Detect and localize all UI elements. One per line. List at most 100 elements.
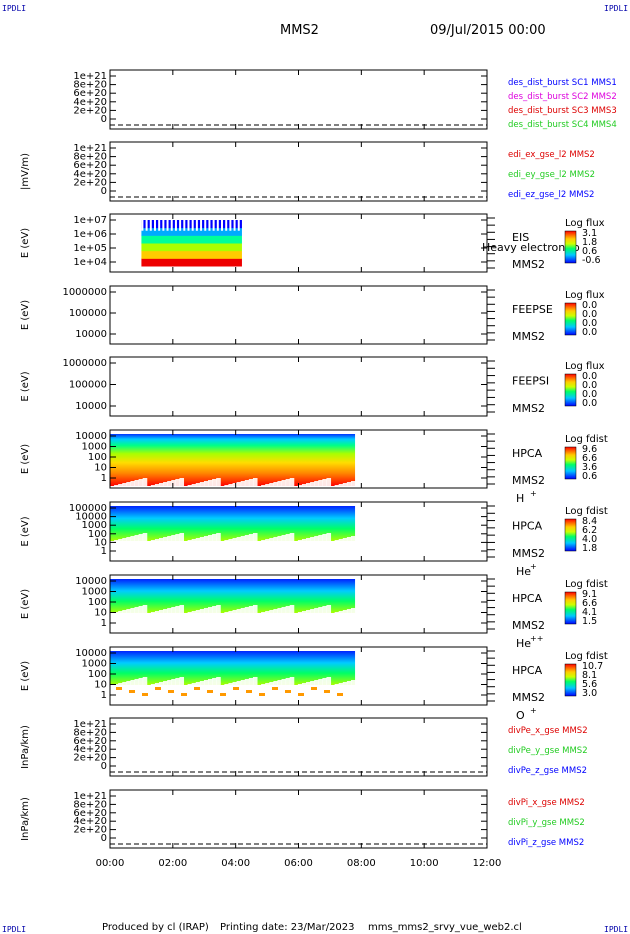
heatmap-gap [289,677,295,688]
heatmap-speck [168,690,174,693]
heatmap-gap [236,537,242,544]
ytick-label: 4e+20 [73,816,107,827]
heatmap-gap [252,605,258,616]
ytick-label: 100000 [69,503,107,514]
heatmap-gap [318,607,323,616]
mission-title: MMS2 [280,23,319,38]
heatmap-gap [114,485,119,489]
ytick-label: 4e+20 [73,97,107,108]
instrument-label: HPCA [512,592,543,605]
ytick-label: 1e+04 [73,257,107,268]
heatmap-gap [171,535,176,544]
ytick-label: 2e+20 [73,105,107,116]
heatmap-gap [163,681,168,688]
heatmap-gap [237,220,240,231]
heatmap-gap [159,610,164,616]
ytick-label: 1e+21 [73,71,107,82]
ylabel: E (eV) [20,589,31,619]
heatmap-gap [146,685,152,688]
instrument-label: EIS [512,231,529,244]
ytick-label: 100 [88,529,107,540]
heatmap-gap [145,220,148,231]
panel-frame [109,356,488,417]
heatmap-gap [261,684,266,688]
colorbar-tick: 1.8 [582,237,597,248]
ytick-label: 0 [101,186,107,197]
heatmap-gap [138,606,144,616]
heatmap-gap [212,479,217,489]
heatmap-gap [285,606,291,616]
heatmap-gap [281,679,287,688]
heatmap-band [141,227,242,236]
ytick-label: 1000 [82,520,107,531]
heatmap-gap [244,607,250,616]
sc-label: MMS2 [512,330,545,343]
heatmap-gap [199,482,205,489]
heatmap-speck [272,687,278,690]
heatmap-gap [203,536,209,544]
heatmap-gap [265,683,270,688]
heatmap-speck [246,690,252,693]
heatmap-band [141,235,242,244]
time-axis: 00:00 02:00 04:00 06:00 08:00 10:00 12:00 [96,858,502,869]
heatmap-gap [310,537,315,544]
heatmap-gap [159,538,164,544]
heatmap-gap [138,534,144,544]
heatmap-gap [199,681,205,688]
ytick-label: 1000000 [62,287,107,298]
colorbar [564,230,577,264]
instrument-label: HPCA [512,664,543,677]
heatmap-gap [162,220,165,231]
heatmap-gap [195,610,201,616]
heatmap-gap [134,480,140,489]
heatmap-gap [306,682,311,688]
heatmap-gap [306,483,311,489]
colorbar-tick: 0.0 [582,300,597,311]
heatmap-gap [252,478,258,489]
footer-file: mms_mms2_srvy_vue_web2.cl [368,922,522,933]
heatmap-gap [322,479,327,489]
ytick-label: 6e+20 [73,88,107,99]
colorbar-tick: 1.5 [582,616,597,627]
heatmap-gap [322,678,327,688]
heatmap-gap [257,685,262,688]
heatmap-gap [338,539,344,544]
heatmap-gap [269,682,274,688]
heatmap-gap [285,479,291,489]
ytick-label: 10 [94,463,107,474]
species-label: Heavy electron to [482,241,580,254]
heatmap-gap [159,483,164,489]
heatmap-gap [142,478,148,489]
heatmap-gap [338,484,344,489]
heatmap-gap [314,536,319,544]
heatmap-gap [150,684,156,688]
heatmap-gap [277,481,283,489]
heatmap-gap [252,533,258,544]
heatmap-gap [350,608,356,616]
legend-entry: divPi_x_gse MMS2 [508,798,585,808]
heatmap-gap [342,682,348,688]
heatmap-gap [179,478,185,489]
heatmap-gap [289,478,295,489]
heatmap-gap [212,678,217,688]
heatmap-gap [314,481,319,489]
ytick-label: 6e+20 [73,808,107,819]
heatmap-gap [236,482,242,489]
ylabel: E (eV) [20,444,31,474]
colorbar-title: Log fdist [565,506,608,517]
heatmap-gap [150,540,156,544]
heatmap-gap [221,220,224,231]
ytick-label: 10 [94,680,107,691]
heatmap-gap [183,541,189,544]
panel-frame [109,285,488,345]
heatmap-gap [228,539,234,544]
heatmap-gap [273,681,278,688]
ytick-label: 10 [94,608,107,619]
colorbar-tick: 4.0 [582,534,597,545]
colorbar-tick: 8.4 [582,516,597,527]
heatmap-gap [310,482,315,489]
heatmap-gap [183,613,189,616]
